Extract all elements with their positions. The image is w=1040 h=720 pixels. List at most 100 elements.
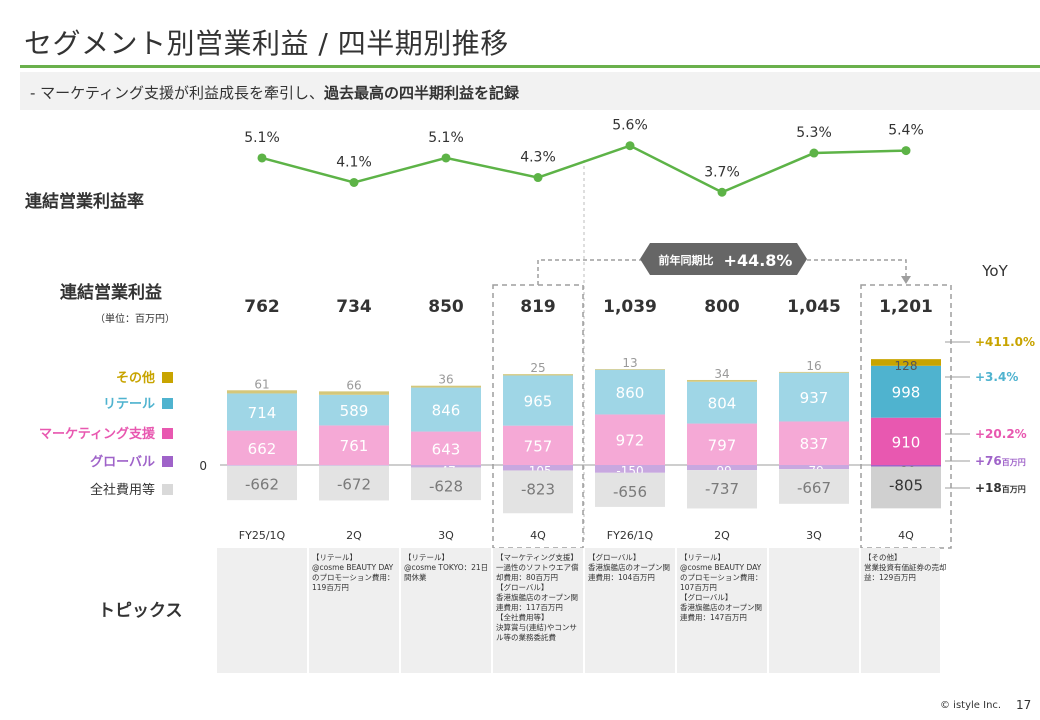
profit-row-label: 連結営業利益 [60, 282, 162, 303]
legend-swatch [162, 398, 173, 409]
margin-point [625, 141, 635, 151]
margin-line [261, 144, 907, 194]
subtitle-plain: - マーケティング支援が利益成長を牽引し、 [30, 84, 324, 102]
bar-value-label: 66 [346, 378, 361, 392]
margin-point [257, 153, 267, 163]
topic-cell: 【マーケティング支援】 一過性のソフトウエア償却費用：80百万円 【グローバル】… [496, 553, 579, 642]
bar-value-label: 36 [438, 373, 453, 387]
bar-marketing [687, 423, 757, 465]
bar-other [871, 359, 941, 366]
topic-cell: 【リテール】 @cosme TOKYO：21日間休業 [404, 553, 489, 582]
bar-value-label: 837 [800, 435, 829, 453]
bar-corporate [779, 469, 849, 504]
yoy-unit: % [1006, 370, 1018, 384]
bar-corporate [319, 465, 389, 501]
total-label: 734 [336, 297, 372, 317]
bar-marketing [319, 425, 389, 465]
bar-retail [319, 394, 389, 426]
bar-value-label: 589 [340, 402, 369, 420]
margin-label: 5.3% [796, 125, 832, 141]
margin-point [809, 148, 819, 158]
bar-other [503, 374, 573, 376]
bar-other [687, 379, 757, 382]
bar-global [227, 465, 297, 466]
bar-value-label: 34 [714, 367, 729, 381]
legend-swatch [162, 456, 173, 467]
yoy-value: +18百万円 [975, 481, 1026, 495]
topic-cell: 【リテール】 @cosme BEAUTY DAYのプロモーション費用：107百万… [680, 553, 763, 622]
bar-value-label: -662 [245, 476, 279, 494]
total-label: 1,201 [879, 297, 933, 317]
bar-value-label: 937 [800, 389, 829, 407]
total-label: 819 [520, 297, 556, 317]
total-label: 762 [244, 297, 280, 317]
yoy-number: +76 [975, 454, 1002, 468]
category-label: 2Q [346, 529, 362, 542]
total-label: 1,045 [787, 297, 841, 317]
bar-marketing [227, 430, 297, 465]
bar-value-label: 643 [432, 440, 461, 458]
yoy-number: +20.2 [975, 427, 1015, 441]
legend-label: その他 [116, 370, 155, 386]
bar-other [411, 385, 481, 388]
topic-cell: 【リテール】 @cosme BEAUTY DAYのプロモーション費用：119百万… [312, 553, 395, 592]
yoy-unit: 百万円 [1002, 485, 1026, 494]
bar-value-label: -823 [521, 480, 555, 498]
bar-value-label: 761 [340, 437, 369, 455]
bar-value-label: -737 [705, 480, 739, 498]
bar-corporate [595, 472, 665, 507]
yoy-number: +18 [975, 481, 1002, 495]
page-number: 17 [1016, 698, 1032, 712]
subtitle-bold: 過去最高の四半期利益を記録 [323, 84, 519, 102]
subtitle-band [20, 72, 1040, 110]
bar-value-label: 662 [248, 440, 277, 458]
topics-row-label: トピックス [98, 601, 183, 621]
margin-label: 5.1% [428, 130, 464, 146]
bar-value-label: -656 [613, 483, 647, 501]
yoy-unit: 百万円 [1002, 458, 1026, 467]
bar-retail [779, 372, 849, 422]
bar-corporate [871, 466, 941, 509]
copyright: © istyle Inc. [940, 700, 1002, 711]
category-label: FY25/1Q [239, 529, 286, 542]
bar-global [411, 465, 481, 468]
margin-point [441, 153, 451, 163]
yoy-number: +411.0 [975, 335, 1023, 349]
topics-table-bg [217, 548, 940, 673]
yoy-unit: % [1015, 427, 1027, 441]
category-label: 3Q [806, 529, 822, 542]
margin-label: 4.1% [336, 154, 372, 170]
yoy-callout-prefix: 前年同期比 [659, 253, 714, 267]
yoy-arrowhead [901, 276, 911, 284]
bar-retail [503, 375, 573, 426]
topic-cell: 【グローバル】 香港旗艦店のオープン関連費用：104百万円 [588, 553, 671, 582]
legend-label: 全社費用等 [90, 482, 155, 498]
yoy-value: +3.4% [975, 370, 1018, 384]
bar-value-label: -805 [889, 477, 923, 495]
subtitle: - マーケティング支援が利益成長を牽引し、過去最高の四半期利益を記録 [30, 82, 519, 103]
bar-global [871, 465, 941, 467]
bar-corporate [227, 465, 297, 501]
bar-retail [595, 369, 665, 415]
bar-value-label: 128 [895, 359, 918, 373]
bar-corporate [411, 467, 481, 501]
bar-retail [411, 387, 481, 432]
bar-global [503, 465, 573, 471]
bar-retail [227, 393, 297, 431]
category-label: FY26/1Q [607, 529, 654, 542]
bar-marketing [503, 425, 573, 465]
bar-marketing [871, 417, 941, 465]
bar-value-label: 13 [622, 356, 637, 370]
title-underline [20, 65, 1040, 68]
bar-retail [687, 381, 757, 424]
bar-other [227, 390, 297, 394]
bar-other [779, 371, 849, 373]
legend-label: マーケティング支援 [39, 426, 156, 442]
legend-swatch [162, 372, 173, 383]
legend-label: グローバル [90, 454, 155, 470]
bar-retail [871, 365, 941, 418]
bar-value-label: -628 [429, 477, 463, 495]
yoy-unit: % [1023, 335, 1035, 349]
margin-point [901, 146, 911, 156]
